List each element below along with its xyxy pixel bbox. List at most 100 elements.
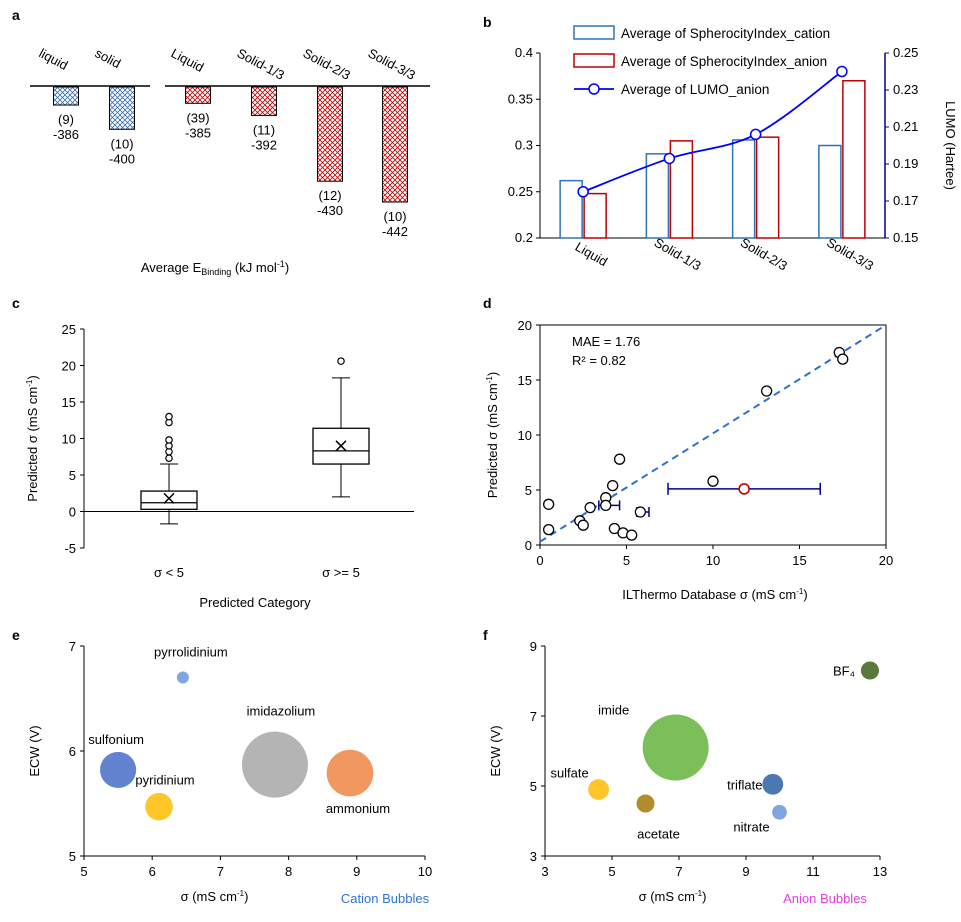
panel-b-bar [818, 144, 842, 239]
panel-f-bubble-label: triflate [727, 777, 762, 792]
panel-c-outlier [165, 454, 173, 463]
panel-e-bubble-label: pyrrolidinium [154, 645, 228, 660]
panel-f-ytick-label: 5 [530, 779, 537, 794]
panel-label-f: f [483, 627, 488, 643]
panel-f-xtick-label: 13 [873, 864, 887, 879]
panel-e-bubble [241, 731, 308, 798]
panel-c-ytick-label: 10 [62, 432, 76, 447]
panel-d-highlight-point [738, 483, 750, 495]
panel-a-value-label: -392 [251, 137, 277, 152]
panel-b-lumo-marker [836, 65, 848, 78]
panel-f-bubble-label: sulfate [550, 766, 588, 781]
panel-d-ytick-label: 20 [518, 318, 532, 333]
panel-f-bubble-label: nitrate [733, 819, 769, 834]
panel-b-lumo-line [582, 70, 843, 193]
panel-e-xtick-label: 5 [80, 864, 87, 879]
panel-b-legend-label: Average of LUMO_anion [621, 82, 769, 97]
panel-f-xlabel: σ (mS cm-1) [639, 889, 707, 904]
panel-b-y2tick-label: 0.25 [893, 45, 918, 60]
panel-label-a: a [12, 7, 20, 23]
panel-d-xtick-label: 0 [536, 553, 543, 568]
panel-b-legend-swatch [573, 25, 615, 40]
panel-label-e: e [12, 627, 20, 643]
panel-e-caption: Cation Bubbles [341, 891, 430, 906]
panel-f-anion-bubble-chart: 3 5 7 9 11 13 3 5 7 9 σ (mS cm-1) ECW (V) BF₄ imide su… [488, 639, 887, 906]
panel-d-point [584, 501, 596, 514]
panel-a-bar [53, 86, 79, 106]
panel-d-point [707, 475, 719, 487]
panel-e-xtick-label: 7 [217, 864, 224, 879]
panel-c-outlier [165, 412, 173, 421]
panel-a-bar [382, 86, 408, 203]
panel-b-bar [731, 139, 756, 239]
panel-a-value-label: -442 [382, 224, 408, 239]
panel-f-bubble [860, 661, 879, 680]
panel-c-xlabel: Predicted Category [199, 595, 311, 610]
panel-c-ytick-label: 0 [69, 505, 76, 520]
panel-label-b: b [483, 14, 492, 30]
panel-a-xlabel-unit: (kJ mol [231, 260, 277, 275]
panel-a-xlabel-main: Average E [141, 260, 202, 275]
panel-b-category-label: Solid-2/3 [738, 235, 790, 274]
panel-b-legend-swatch [573, 53, 615, 68]
panel-a-xlabel-exp: -1 [277, 259, 285, 269]
panel-b-bar [669, 140, 694, 239]
panel-e-bubble-label: pyridinium [135, 773, 194, 788]
panel-d-xtick-label: 5 [623, 553, 630, 568]
panel-b-bar [755, 136, 780, 239]
panel-e-xtick-label: 8 [285, 864, 292, 879]
panel-b-bar [645, 153, 670, 239]
panel-a-binding-energy-chart: liquid(9)-386solid(10)-400Liquid(39)-385… [30, 45, 430, 239]
panel-b-legend-label: Average of SpherocityIndex_anion [621, 54, 827, 69]
panel-e-ytick-label: 6 [69, 744, 76, 759]
panel-d-ytick-label: 5 [525, 483, 532, 498]
panel-a-value-label: -430 [317, 203, 343, 218]
panel-e-xlabel: σ (mS cm-1) [181, 889, 249, 904]
panel-d-point [837, 353, 849, 365]
panel-d-xtick-label: 20 [879, 553, 893, 568]
panel-c-ytick-label: 15 [62, 395, 76, 410]
panel-a-category-label: Solid-2/3 [301, 45, 353, 82]
panel-f-xtick-label: 5 [608, 864, 615, 879]
panel-d-ytick-label: 10 [518, 428, 532, 443]
panel-f-ylabel: ECW (V) [488, 725, 503, 776]
panel-a-bar [185, 86, 211, 104]
panel-c-ytick-label: 25 [62, 322, 76, 337]
panel-b-category-label: Liquid [573, 239, 611, 269]
panel-e-bubble [145, 792, 173, 821]
panel-f-bubble-label: BF₄ [833, 664, 855, 679]
panel-c-mean-marker [335, 440, 347, 452]
panel-d-xtick-label: 15 [792, 553, 806, 568]
panel-b-lumo-marker [577, 186, 589, 198]
panel-d-point [626, 529, 638, 541]
panel-d-point [577, 519, 589, 531]
panel-e-ytick-label: 5 [69, 849, 76, 864]
panel-c-ytick-label: 5 [69, 468, 76, 483]
panel-b-legend-swatch [588, 83, 600, 95]
panel-d-mae-annotation: MAE = 1.76 [572, 334, 640, 349]
panel-e-ytick-label: 7 [69, 639, 76, 654]
panel-d-point [543, 498, 555, 510]
panel-a-category-label: Solid-3/3 [366, 45, 418, 82]
panel-a-count-label: (11) [253, 122, 275, 137]
panel-c-outlier [165, 436, 173, 444]
panel-d-point [613, 453, 626, 465]
panel-b-ytick-label: 0.35 [508, 91, 533, 106]
panel-b-y2label: LUMO (Hartee) [943, 101, 958, 190]
panel-e-ylabel: ECW (V) [27, 725, 42, 776]
panel-b-bar [583, 192, 607, 239]
panel-b-legend-label: Average of SpherocityIndex_cation [621, 26, 830, 41]
panel-b-ytick-label: 0.4 [515, 45, 533, 60]
panel-b-y2tick-label: 0.21 [893, 119, 918, 134]
panel-a-count-label: (12) [318, 188, 341, 203]
panel-label-c: c [12, 295, 20, 311]
panel-e-xtick-label: 10 [418, 864, 432, 879]
panel-f-bubble [636, 794, 655, 813]
panel-d-parity-plot: 0 5 10 15 20 0 5 10 15 20 ILThermo Database σ (mS … [485, 318, 893, 602]
panel-d-xtick-label: 10 [706, 553, 720, 568]
panel-d-point [760, 385, 773, 397]
panel-d-point [543, 523, 555, 536]
panel-f-caption: Anion Bubbles [783, 891, 867, 906]
panel-a-category-label: Liquid [169, 45, 207, 75]
panel-e-bubble [176, 671, 189, 684]
